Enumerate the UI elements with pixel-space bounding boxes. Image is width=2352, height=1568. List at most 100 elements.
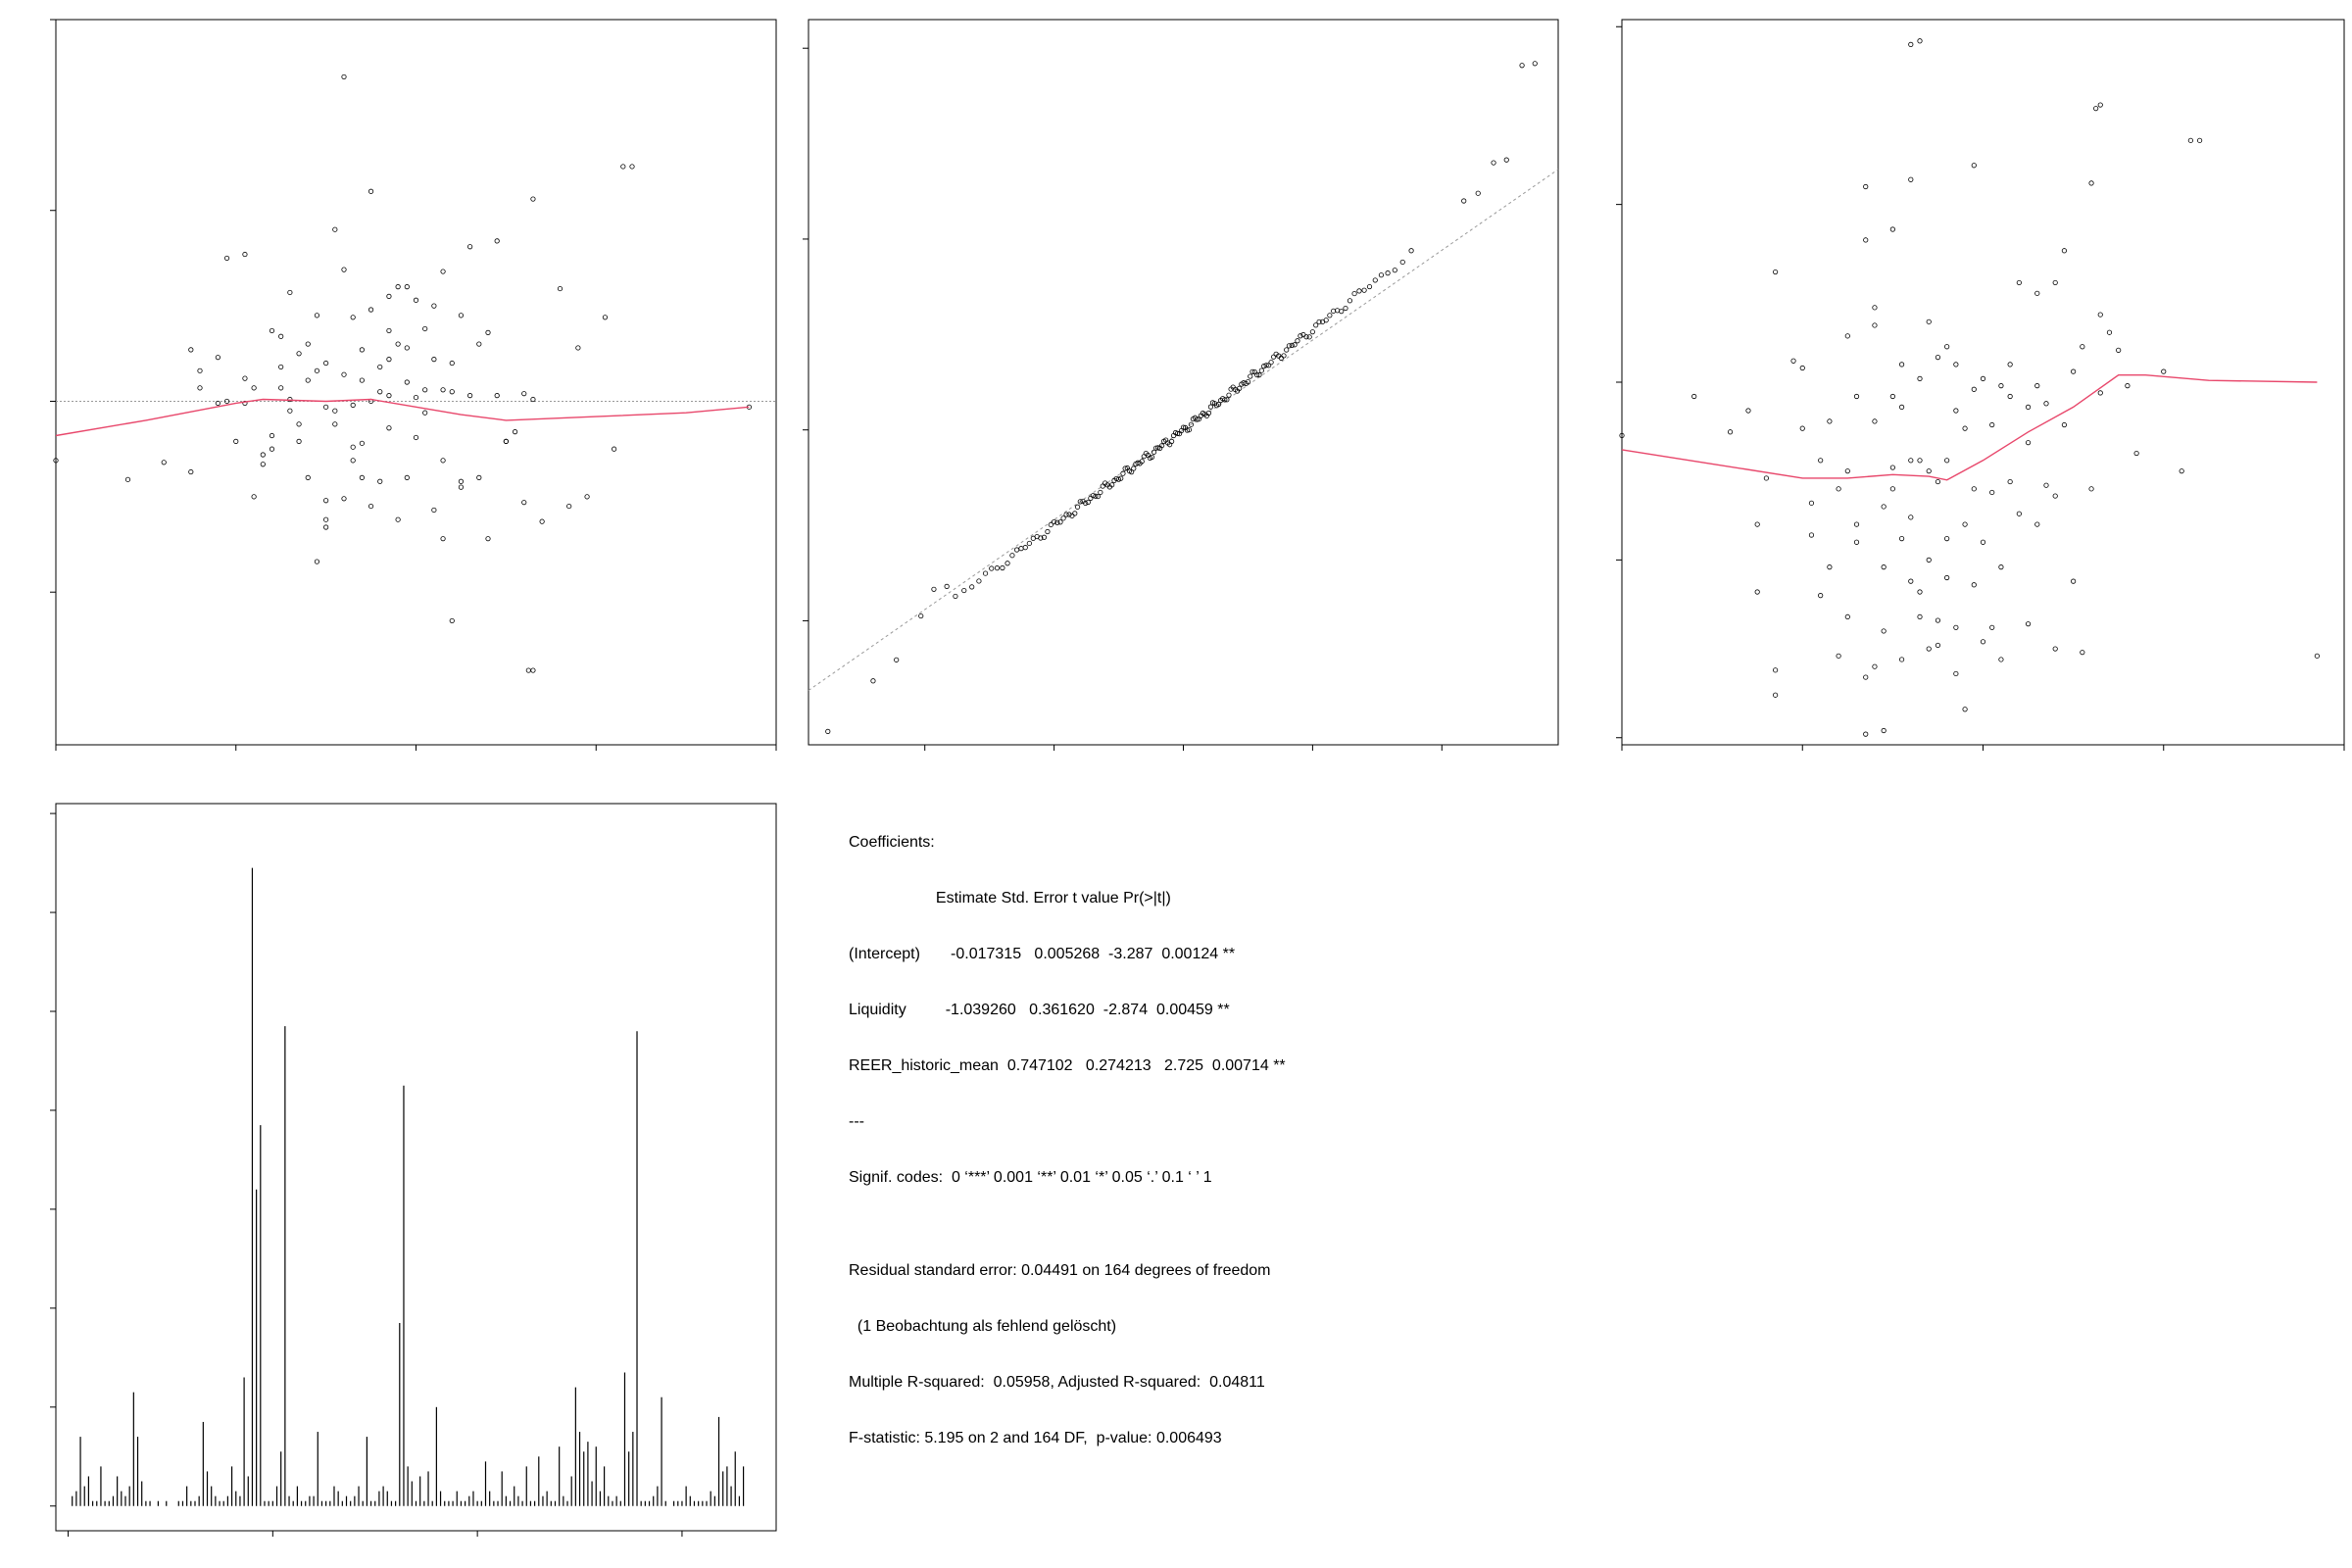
- data-point: [1215, 401, 1222, 408]
- data-point: [2034, 290, 2040, 296]
- data-point: [1351, 290, 1357, 297]
- data-point: [1818, 593, 1824, 599]
- summary-line: Residual standard error: 0.04491 on 164 …: [849, 1262, 1271, 1279]
- summary-line: Multiple R-squared: 0.05958, Adjusted R-…: [849, 1374, 1270, 1391]
- data-point: [1323, 318, 1329, 323]
- data-point: [1292, 342, 1298, 348]
- data-point: [440, 458, 446, 464]
- data-point: [1935, 617, 1941, 623]
- data-point: [1392, 268, 1397, 273]
- data-point: [404, 284, 410, 290]
- data-point: [287, 396, 293, 403]
- data-point: [1917, 458, 1923, 464]
- data-point: [368, 188, 374, 194]
- data-point: [260, 452, 266, 458]
- data-point: [1872, 418, 1878, 424]
- data-point: [1773, 269, 1779, 275]
- data-point: [2071, 368, 2077, 374]
- data-point: [377, 478, 383, 484]
- data-point: [1303, 334, 1309, 340]
- data-point: [1953, 362, 1959, 368]
- data-point: [1180, 424, 1187, 430]
- data-point: [278, 333, 284, 339]
- data-point: [404, 474, 410, 480]
- data-point: [467, 393, 473, 399]
- data-point: [359, 347, 365, 353]
- data-point: [215, 355, 220, 361]
- data-point: [431, 303, 437, 309]
- data-point: [1898, 657, 1905, 662]
- data-point: [2007, 362, 2013, 368]
- data-point: [1026, 540, 1032, 547]
- data-point: [296, 421, 302, 427]
- data-point: [2052, 279, 2058, 286]
- data-point: [1256, 371, 1262, 378]
- data-point: [825, 728, 831, 734]
- data-point: [1872, 663, 1878, 669]
- data-point: [251, 385, 257, 391]
- data-point: [2080, 650, 2085, 656]
- data-point: [1889, 465, 1895, 470]
- data-point: [1475, 190, 1481, 196]
- data-point: [341, 267, 347, 272]
- data-point: [2034, 521, 2040, 527]
- data-point: [2025, 404, 2032, 410]
- data-point: [961, 587, 967, 594]
- data-point: [1038, 535, 1044, 541]
- data-point: [431, 507, 437, 514]
- data-point: [1863, 674, 1869, 680]
- data-point: [1281, 353, 1287, 359]
- summary-line: REER_historic_mean 0.747102 0.274213 2.7…: [849, 1057, 1286, 1074]
- data-point: [242, 400, 248, 407]
- data-point: [269, 327, 275, 334]
- data-point: [386, 357, 392, 363]
- data-point: [1266, 363, 1272, 368]
- data-point: [1926, 318, 1932, 324]
- data-point: [1095, 493, 1101, 500]
- plot-frame: [55, 803, 777, 1532]
- data-point: [1763, 475, 1770, 481]
- data-point: [1399, 259, 1405, 266]
- data-point: [2161, 368, 2167, 374]
- data-point: [976, 578, 982, 584]
- data-point: [1808, 500, 1815, 506]
- data-point: [323, 498, 329, 504]
- data-point: [223, 255, 230, 262]
- data-point: [323, 524, 329, 530]
- data-point: [1898, 362, 1905, 368]
- data-point: [1980, 639, 1986, 645]
- data-point: [1971, 163, 1977, 169]
- data-point: [602, 315, 609, 320]
- data-point: [404, 379, 410, 385]
- data-point: [269, 446, 275, 452]
- data-point: [2025, 440, 2032, 446]
- data-point: [341, 496, 347, 502]
- data-point: [2197, 137, 2203, 143]
- data-point: [1194, 416, 1200, 422]
- data-point: [969, 584, 975, 590]
- plot-frame: [1621, 19, 2345, 746]
- plot-frame: [55, 19, 777, 746]
- data-point: [1186, 426, 1193, 433]
- data-point: [422, 325, 428, 332]
- data-point: [1268, 360, 1274, 366]
- data-point: [1827, 418, 1833, 424]
- data-point: [1298, 333, 1303, 339]
- data-point: [1989, 421, 1995, 428]
- data-point: [1532, 61, 1538, 67]
- data-point: [440, 269, 446, 274]
- data-point: [1944, 536, 1950, 542]
- data-point: [1057, 519, 1063, 525]
- data-point: [1971, 486, 1977, 492]
- data-point: [1935, 355, 1941, 361]
- data-point: [1898, 404, 1905, 410]
- data-point: [521, 500, 527, 506]
- data-point: [2034, 383, 2040, 389]
- data-point: [449, 360, 455, 367]
- data-point: [377, 364, 383, 370]
- data-point: [2097, 102, 2103, 108]
- data-point: [1343, 305, 1348, 312]
- smooth-trend-line: [55, 398, 750, 437]
- data-point: [629, 164, 635, 170]
- data-point: [870, 678, 876, 684]
